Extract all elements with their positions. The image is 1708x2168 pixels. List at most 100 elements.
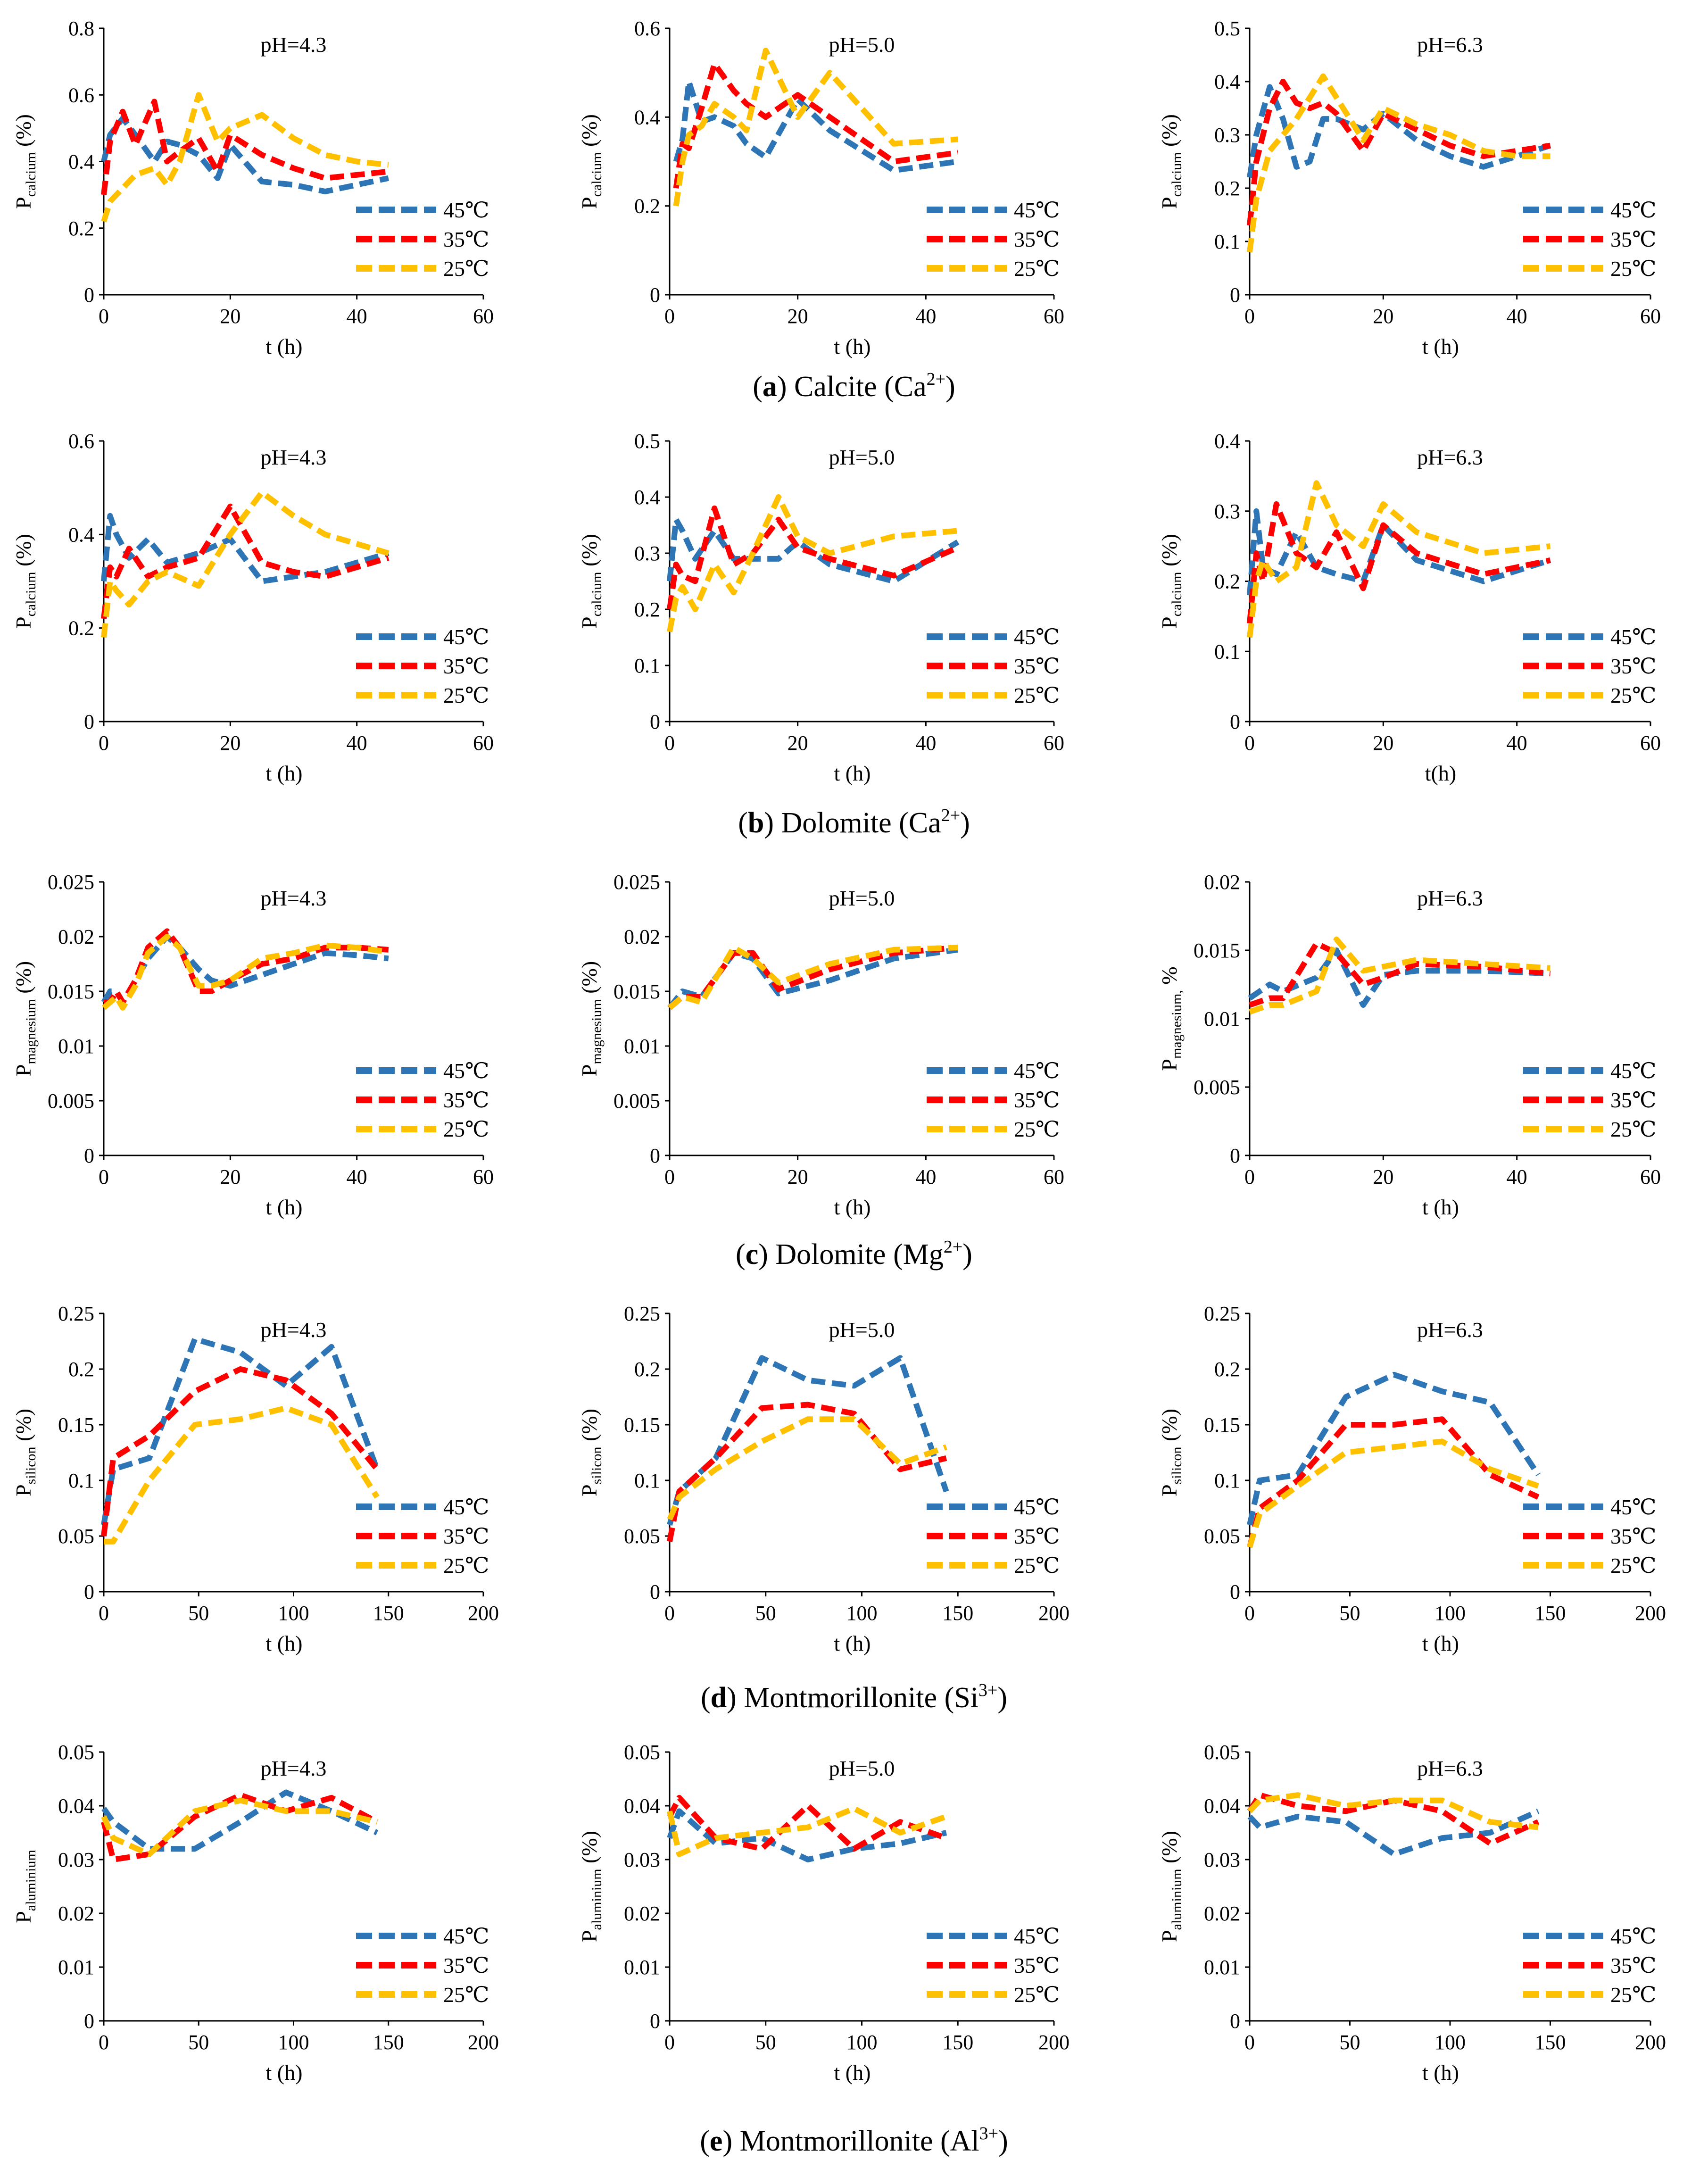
x-tick-label: 40 (347, 731, 367, 755)
x-tick-label: 0 (664, 1602, 675, 1625)
y-tick-label: 0.3 (634, 542, 660, 565)
series-line-25 (667, 494, 958, 632)
y-axis-label: Psilicon (%) (1157, 1409, 1185, 1496)
y-tick-label: 0.5 (1214, 17, 1240, 40)
caption-letter: e (710, 2125, 723, 2157)
x-tick-label: 60 (473, 305, 494, 328)
y-tick-label: 0.05 (58, 1525, 94, 1548)
legend-label-45: 45℃ (1610, 625, 1656, 649)
y-tick-label: 0.03 (1204, 1848, 1240, 1871)
chart-panel-9: 0 0.05 0.1 0.15 0.2 0.25 0 50 100 150 200 t (h) Psil… (11, 1302, 499, 1655)
y-tick-label: 0.25 (1204, 1302, 1240, 1325)
caption-letter: d (711, 1682, 727, 1714)
caption-paren-close: ) (945, 371, 955, 403)
series-line-35 (1247, 79, 1551, 226)
legend-label-35: 35℃ (443, 1524, 489, 1548)
y-tick-label: 0.03 (624, 1848, 660, 1871)
x-tick-label: 0 (99, 1165, 109, 1188)
y-tick-label: 0.2 (68, 617, 94, 640)
x-tick-label: 20 (788, 731, 808, 755)
legend-label-35: 35℃ (443, 654, 489, 678)
y-axis-label: Psilicon (%) (577, 1409, 605, 1496)
y-axis-label-unit: (%) (11, 114, 35, 152)
y-axis-label: Pmagnesium (%) (577, 961, 605, 1076)
series-line-25 (1247, 480, 1551, 638)
caption-superscript: 2+ (944, 1237, 962, 1257)
series-line-35 (101, 503, 390, 619)
y-axis-label-main: P (1157, 1484, 1181, 1496)
caption-text: ) Calcite (Ca (777, 371, 927, 403)
y-tick-label: 0 (1230, 1144, 1240, 1167)
chart-panel-14: 0 0.01 0.02 0.03 0.04 0.05 0 50 100 150 200 t (h) Pa… (1157, 1741, 1666, 2085)
series-line-35 (101, 99, 389, 195)
y-axis-label: Pcalcium (%) (11, 534, 39, 629)
legend-label-25: 25℃ (443, 257, 489, 281)
series-line-35 (1247, 501, 1551, 624)
y-tick-label: 0.4 (1214, 70, 1240, 93)
y-tick-label: 0.05 (624, 1525, 660, 1548)
y-tick-label: 0 (1230, 710, 1240, 733)
y-axis-label-sub: calcium (1169, 572, 1185, 616)
caption-superscript: 2+ (941, 806, 960, 825)
legend-label-45: 45℃ (443, 1495, 489, 1519)
y-tick-label: 0.02 (624, 925, 660, 948)
y-tick-label: 0.01 (58, 1956, 94, 1979)
y-tick-label: 0.4 (68, 523, 94, 546)
x-tick-label: 60 (1640, 1165, 1661, 1188)
y-axis-label-sub: calcium (23, 572, 39, 616)
x-tick-label: 0 (1244, 731, 1255, 755)
x-tick-label: 100 (846, 2031, 878, 2054)
x-tick-label: 200 (1038, 1602, 1070, 1625)
legend-label-35: 35℃ (1610, 1524, 1656, 1548)
legend-label-45: 45℃ (1014, 1495, 1060, 1519)
x-tick-label: 0 (664, 305, 675, 328)
y-tick-label: 0.5 (634, 430, 660, 453)
x-tick-label: 200 (468, 1602, 499, 1625)
y-tick-label: 0 (84, 283, 94, 307)
y-tick-label: 0.2 (1214, 1358, 1240, 1381)
chart-title: pH=6.3 (1417, 445, 1483, 469)
series-line-35 (101, 1366, 380, 1537)
y-tick-label: 0.005 (1194, 1076, 1240, 1099)
x-tick-label: 0 (99, 2031, 109, 2054)
series-line-45 (1248, 947, 1550, 1008)
x-tick-label: 150 (1535, 2031, 1566, 2054)
x-tick-label: 20 (1373, 731, 1393, 755)
legend-label-45: 45℃ (443, 198, 489, 222)
x-tick-label: 40 (915, 1165, 936, 1188)
x-axis-label: t (h) (266, 1631, 303, 1655)
x-tick-label: 60 (1044, 305, 1064, 328)
legend-label-25: 25℃ (443, 1553, 489, 1578)
y-axis-label: Paluminium (%) (1157, 1831, 1185, 1942)
caption-b: (b) Dolomite (Ca2+) (738, 806, 970, 839)
y-tick-label: 0.25 (624, 1302, 660, 1325)
caption-letter: a (763, 371, 777, 403)
chart-title: pH=6.3 (1417, 33, 1483, 57)
y-tick-label: 0.05 (1204, 1525, 1240, 1548)
y-tick-label: 0.01 (1204, 1007, 1240, 1030)
chart-panel-13: 0 0.01 0.02 0.03 0.04 0.05 0 50 100 150 200 t (h) Pa… (577, 1741, 1070, 2085)
y-tick-label: 0.4 (1214, 430, 1240, 453)
series-line-45 (101, 115, 390, 195)
series-line-45 (1247, 1808, 1540, 1857)
chart-panel-2: 0 0.1 0.2 0.3 0.4 0.5 0 20 40 60 t (h) Pcalcium (%)… (1157, 17, 1661, 358)
y-tick-label: 0.01 (624, 1956, 660, 1979)
y-tick-label: 0.3 (1214, 500, 1240, 523)
y-axis-label-unit: (%) (1157, 114, 1181, 152)
caption-superscript: 3+ (979, 2124, 998, 2143)
x-tick-label: 40 (1507, 731, 1527, 755)
y-axis-label-sub: calcium (589, 152, 605, 197)
x-tick-label: 0 (1244, 2031, 1255, 2054)
legend-label-25: 25℃ (1014, 1983, 1060, 2007)
chart-title: pH=5.0 (829, 1318, 895, 1342)
chart-title: pH=4.3 (261, 886, 327, 910)
y-tick-label: 0.02 (1204, 1902, 1240, 1925)
y-tick-label: 0 (84, 2010, 94, 2033)
y-tick-label: 0 (650, 1144, 660, 1167)
x-axis-label: t (h) (834, 1195, 871, 1219)
y-axis-label-main: P (577, 616, 601, 629)
y-axis-label-unit: (%) (577, 114, 601, 152)
caption-superscript: 3+ (978, 1680, 997, 1700)
y-tick-label: 0.05 (624, 1741, 660, 1764)
